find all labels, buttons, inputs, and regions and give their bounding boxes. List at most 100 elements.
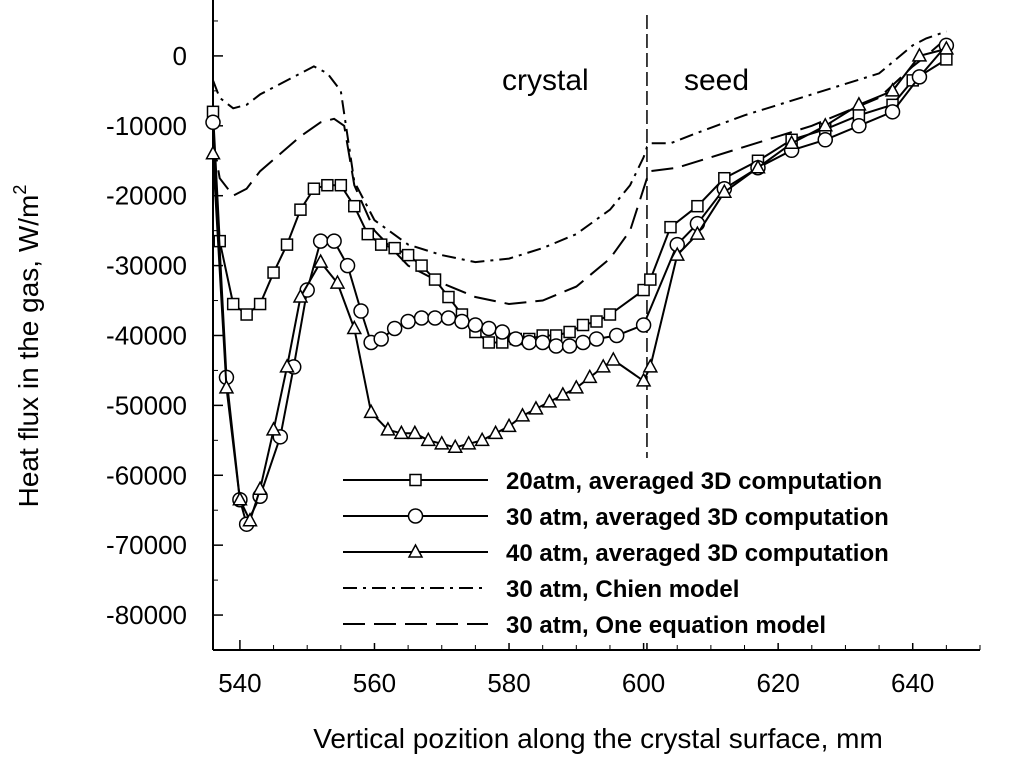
marker-square [644, 273, 657, 286]
marker-circle [205, 114, 221, 131]
marker-triangle [380, 421, 396, 436]
marker-circle [386, 320, 403, 337]
series-line [212, 30, 947, 264]
marker-circle [440, 310, 457, 326]
legend-item: 30 atm, averaged 3D computation [343, 504, 889, 531]
marker-triangle [689, 225, 706, 240]
marker-triangle [501, 417, 517, 433]
marker-circle [413, 310, 430, 326]
marker-triangle [433, 435, 450, 450]
marker-circle [534, 334, 551, 351]
marker-triangle [407, 543, 424, 558]
marker-triangle [851, 96, 867, 111]
marker-circle [407, 508, 424, 524]
seed-label: seed [684, 64, 749, 97]
marker-triangle [265, 421, 282, 436]
marker-triangle [407, 424, 423, 440]
marker-triangle [716, 183, 733, 198]
marker-triangle [363, 403, 379, 419]
legend: 20atm, averaged 3D computation 30 atm, av… [335, 458, 980, 643]
y-tick-label: -20000 [106, 181, 187, 211]
marker-triangle [582, 368, 598, 384]
marker-square [664, 220, 677, 234]
marker-circle [353, 303, 369, 319]
series-4 [212, 30, 947, 264]
marker-square [590, 315, 603, 328]
marker-circle [817, 132, 834, 148]
marker-triangle [555, 386, 571, 401]
y-tick-label: -80000 [106, 600, 187, 630]
marker-square [576, 318, 590, 332]
marker-triangle [938, 40, 955, 55]
marker-triangle [292, 288, 309, 303]
marker-triangle [218, 379, 235, 394]
marker-circle [575, 334, 591, 351]
marker-circle [339, 257, 356, 274]
marker-triangle [312, 253, 329, 268]
marker-triangle [911, 47, 928, 62]
marker-triangle [232, 491, 248, 506]
marker-square [940, 53, 953, 66]
marker-triangle [252, 480, 268, 495]
y-axis-title-text: Heat flux in the gas, W/m [13, 195, 44, 508]
marker-square [563, 325, 576, 339]
marker-square [415, 259, 428, 272]
marker-square [401, 248, 415, 262]
y-tick-label: -40000 [106, 320, 187, 350]
marker-square [334, 178, 348, 192]
legend-background [335, 458, 980, 643]
marker-triangle [669, 246, 685, 261]
y-tick-label: -70000 [106, 530, 187, 560]
marker-circle [312, 233, 329, 249]
x-tick-label: 540 [218, 668, 261, 698]
marker-square [307, 182, 321, 195]
marker-square [691, 199, 704, 213]
marker-circle [454, 313, 470, 330]
series-line [212, 47, 947, 524]
marker-triangle [329, 274, 346, 289]
legend-item: 40 atm, averaged 3D computation [343, 540, 889, 567]
y-tick-label: -50000 [106, 390, 187, 420]
x-tick-label: 620 [756, 668, 799, 698]
ticks: 0 -10000 -20000 -30000 -40000 -50000 -60000 -70… [106, 20, 981, 698]
legend-label: 30 atm, One equation model [506, 612, 826, 639]
marker-circle [911, 69, 928, 85]
series-line [212, 58, 947, 344]
marker-circle [884, 104, 901, 120]
marker-triangle [817, 117, 834, 132]
y-tick-label: -10000 [106, 111, 187, 141]
marker-square [240, 308, 253, 321]
y-axis-title: Heat flux in the gas, W/m2 [10, 185, 44, 508]
marker-circle [851, 118, 867, 134]
marker-square [321, 178, 334, 192]
marker-triangle [605, 351, 622, 366]
y-tick-label: -30000 [106, 251, 187, 281]
series-layer [205, 30, 955, 532]
marker-circle [427, 310, 443, 326]
marker-triangle [474, 431, 490, 447]
marker-square [374, 238, 388, 251]
marker-square [637, 283, 650, 297]
marker-square [603, 308, 617, 321]
marker-triangle [460, 435, 477, 450]
legend-label: 30 atm, averaged 3D computation [506, 504, 889, 531]
marker-circle [481, 320, 497, 337]
x-tick-label: 580 [487, 668, 530, 698]
legend-item: 30 atm, One equation model [343, 612, 826, 639]
marker-triangle [393, 424, 410, 440]
y-axis-title-superscript: 2 [10, 185, 30, 195]
marker-square [361, 227, 374, 241]
x-tick-label: 640 [891, 668, 934, 698]
x-axis-title: Vertical pozition along the crystal surf… [313, 723, 883, 754]
marker-triangle [595, 358, 611, 373]
marker-circle [373, 331, 389, 347]
marker-square [428, 273, 442, 286]
legend-label: 30 atm, Chien model [506, 576, 739, 603]
marker-triangle [783, 134, 800, 150]
marker-square [294, 203, 307, 216]
marker-square [280, 238, 294, 251]
marker-circle [548, 338, 564, 354]
marker-triangle [635, 372, 652, 387]
marker-triangle [541, 393, 558, 408]
